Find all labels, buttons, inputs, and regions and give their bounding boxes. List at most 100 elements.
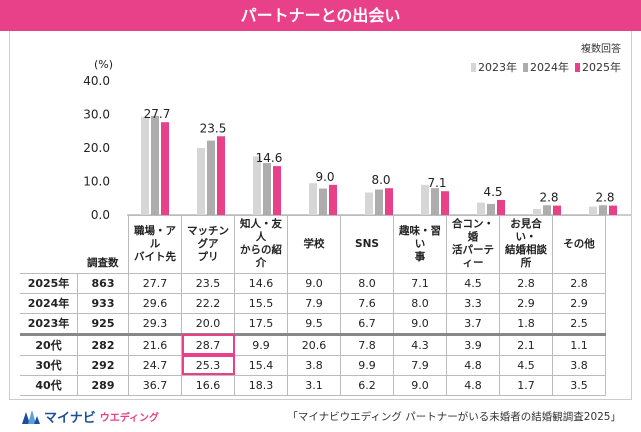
- row-count: 863: [77, 272, 129, 294]
- table-cell: 9.9: [234, 332, 288, 356]
- category-header-line: 結婚相談: [505, 244, 547, 257]
- table-cell: 2.9: [552, 292, 606, 314]
- header-bar: パートナーとの出会い: [0, 0, 641, 31]
- table-row: 20代 282 21.6 28.7 9.9 20.6 7.8 4.3 3.9 2.1 1.1: [20, 332, 606, 356]
- legend-item-2025: 2025年: [575, 59, 621, 75]
- data-table: 調査数 職場・アル バイト先 マッチングア プリ 知人・友人 からの紹介 学校 SNS 趣味・習い…: [20, 215, 606, 396]
- table-cell: 4.5: [446, 272, 500, 294]
- category-header-line: ィー: [462, 257, 484, 270]
- table-corner: [20, 216, 78, 274]
- bar-2024年-SNS: [375, 189, 383, 215]
- bar-2025年-職場・アルバイト先: [161, 122, 169, 215]
- table-cell: 18.3: [234, 374, 288, 396]
- category-header: 知人・友人 からの紹介: [234, 215, 288, 274]
- table-cell: 15.5: [234, 292, 288, 314]
- category-header-line: 趣味・習い: [399, 224, 441, 250]
- table-cell: 3.5: [552, 374, 606, 396]
- bar-2025年-お見合い・結婚相談所: [553, 205, 561, 215]
- category-header: 合コン・婚 活パーテ ィー: [446, 215, 500, 274]
- table-cell: 8.0: [393, 292, 447, 314]
- table-cell: 4.8: [446, 354, 500, 376]
- table-cell: 14.6: [234, 272, 288, 294]
- y-tick-label: 10.0: [83, 175, 110, 189]
- data-label: 9.0: [315, 170, 334, 184]
- row-label: 20代: [20, 332, 78, 356]
- table-cell: 29.3: [128, 312, 182, 335]
- content-frame: [9, 31, 632, 400]
- row-label: 2023年: [20, 312, 78, 335]
- category-header-line: プリ: [197, 250, 219, 263]
- table-cell: 9.0: [393, 374, 447, 396]
- bar-2025年-その他: [609, 205, 617, 215]
- count-header: 調査数: [77, 215, 129, 274]
- table-cell: 2.1: [499, 332, 553, 356]
- category-header-line: バイト先: [134, 250, 176, 263]
- table-cell: 9.5: [287, 312, 341, 335]
- category-header-line: 事: [414, 250, 426, 263]
- bar-2024年-マッチングアプリ: [207, 140, 215, 215]
- table-cell: 7.9: [393, 354, 447, 376]
- table-cell: 29.6: [128, 292, 182, 314]
- category-header: マッチングア プリ: [181, 215, 235, 274]
- category-header-line: 知人・友人: [240, 218, 282, 244]
- bar-2025年-合コン・婚活パーティー: [497, 199, 505, 215]
- table-cell: 17.5: [234, 312, 288, 335]
- bar-2025年-学校: [329, 184, 337, 215]
- row-label: 30代: [20, 354, 78, 376]
- source-citation: 「マイナビウエディング パートナーがいる未婚者の結婚観調査2025」: [287, 411, 621, 423]
- table-cell: 25.3: [181, 354, 235, 376]
- table-cell: 3.7: [446, 312, 500, 335]
- bar-2024年-知人・友人からの紹介: [263, 163, 271, 215]
- legend-label: 2025年: [582, 61, 621, 74]
- category-header-line: 合コン・婚: [452, 218, 494, 244]
- category-header: 学校: [287, 215, 341, 274]
- table-cell: 7.1: [393, 272, 447, 294]
- bar-2024年-職場・アルバイト先: [151, 115, 159, 215]
- table-cell: 1.1: [552, 332, 606, 356]
- bar-2023年-学校: [309, 183, 317, 215]
- bar-2023年-マッチングアプリ: [197, 148, 205, 215]
- bar-2023年-知人・友人からの紹介: [253, 156, 261, 215]
- table-cell: 7.9: [287, 292, 341, 314]
- data-label: 8.0: [371, 173, 390, 187]
- bar-2025年-趣味・習い事: [441, 191, 449, 215]
- category-header-line: SNS: [355, 237, 379, 250]
- bar-2023年-SNS: [365, 192, 373, 215]
- table-row: 30代 292 24.7 25.3 15.4 3.8 9.9 7.9 4.8 4.5 3.8: [20, 354, 606, 376]
- table-cell: 1.7: [499, 374, 553, 396]
- bar-2024年-合コン・婚活パーティー: [487, 203, 495, 215]
- row-count: 282: [77, 332, 129, 356]
- table-cell: 23.5: [181, 272, 235, 294]
- table-row: 2023年 925 29.3 20.0 17.5 9.5 6.7 9.0 3.7 1.8 2.5: [20, 312, 606, 335]
- category-header-line: 職場・アル: [134, 224, 176, 250]
- table-cell: 7.6: [340, 292, 394, 314]
- table-cell: 4.8: [446, 374, 500, 396]
- category-header: SNS: [340, 215, 394, 274]
- table-cell: 3.8: [552, 354, 606, 376]
- category-header-line: その他: [563, 237, 595, 250]
- bar-2024年-学校: [319, 188, 327, 215]
- table-row: 40代 289 36.7 16.6 18.3 3.1 6.2 9.0 4.8 1.7 3.5: [20, 374, 606, 396]
- bar-2025年-SNS: [385, 188, 393, 215]
- table-cell: 3.3: [446, 292, 500, 314]
- table-cell: 27.7: [128, 272, 182, 294]
- mynavi-wedding-logo: マイナビ ウエディング: [22, 407, 159, 426]
- row-count: 925: [77, 312, 129, 335]
- data-label: 14.6: [256, 151, 283, 165]
- row-count: 289: [77, 374, 129, 396]
- legend-label: 2023年: [478, 61, 517, 74]
- logo-subtext: ウエディング: [99, 413, 160, 424]
- table-cell: 4.5: [499, 354, 553, 376]
- y-tick-label: 20.0: [83, 141, 110, 155]
- bar-2025年-マッチングアプリ: [217, 136, 225, 215]
- multiple-answer-note: 複数回答: [581, 44, 621, 55]
- logo-mark-icon: [22, 409, 40, 424]
- category-header-line: 学校: [303, 237, 325, 250]
- bar-2023年-その他: [589, 206, 597, 215]
- chart-legend: 2023年 2024年 2025年: [471, 59, 621, 75]
- data-label: 23.5: [200, 121, 227, 135]
- table-cell: 24.7: [128, 354, 182, 376]
- logo-text: マイナビ: [44, 411, 96, 426]
- bar-2024年-その他: [599, 205, 607, 215]
